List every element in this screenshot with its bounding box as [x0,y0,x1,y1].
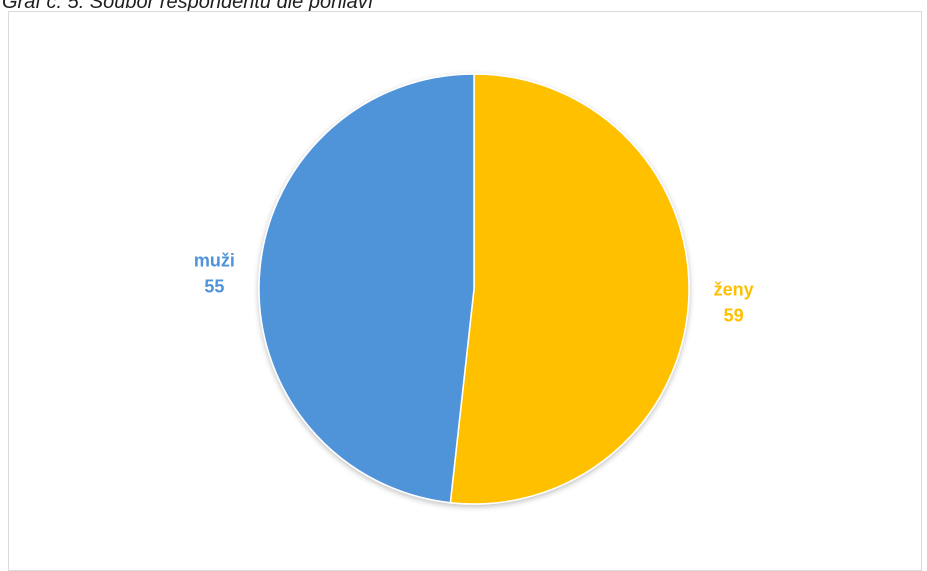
pie-slice-1 [258,73,475,504]
slice-label-name-0: ženy [714,279,754,299]
chart-caption: Graf č. 5: Soubor respondentů dle pohlav… [2,0,374,13]
slice-label-value-0: 59 [724,305,744,325]
pie-slice-0 [449,73,690,505]
slice-label-name-1: muži [194,251,235,271]
pie-chart: ženy 59 muži 55 [194,73,754,505]
slice-label-value-1: 55 [204,277,224,297]
